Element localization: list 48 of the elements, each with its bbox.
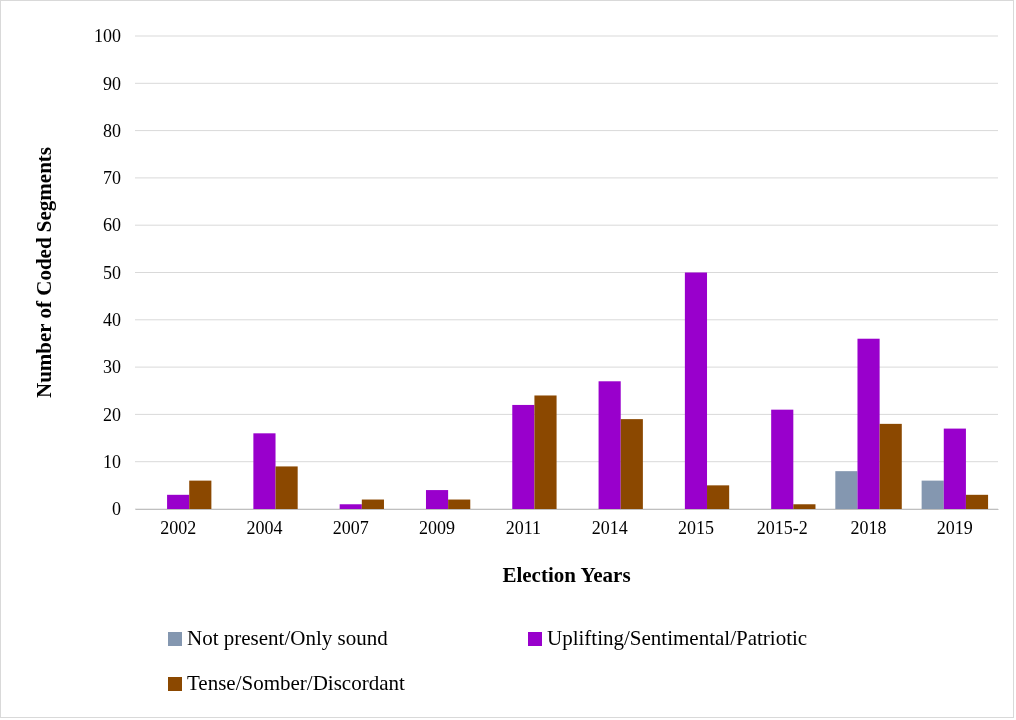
bar (361, 499, 384, 509)
y-tick-label: 10 (103, 451, 121, 472)
bar (189, 480, 212, 509)
bar (512, 404, 535, 509)
y-tick-label: 60 (103, 215, 121, 236)
x-tick-label: 2007 (332, 517, 369, 538)
bar (534, 395, 557, 509)
x-tick-label: 2018 (850, 517, 887, 538)
bar (707, 485, 730, 509)
bar (339, 504, 362, 509)
bar (620, 419, 643, 509)
y-tick-label: 40 (103, 310, 121, 331)
bar (835, 471, 858, 509)
y-tick-label: 20 (103, 404, 121, 425)
y-tick-label: 0 (112, 499, 121, 520)
legend-label: Not present/Only sound (187, 626, 389, 650)
legend-label: Uplifting/Sentimental/Patriotic (547, 626, 808, 650)
bar (857, 338, 880, 509)
bar (793, 504, 816, 509)
bar (167, 494, 190, 509)
bar (879, 423, 902, 509)
x-axis-title: Election Years (502, 563, 631, 587)
y-tick-label: 90 (103, 73, 121, 94)
y-axis-title: Number of Coded Segments (32, 146, 56, 399)
bar (965, 494, 989, 509)
bar (771, 409, 794, 509)
x-tick-label: 2019 (936, 517, 973, 538)
bar (448, 499, 471, 509)
y-tick-label: 50 (103, 262, 121, 283)
x-tick-label: 2004 (246, 517, 283, 538)
y-tick-label: 80 (103, 120, 121, 141)
x-tick-label: 2002 (160, 517, 197, 538)
bar (684, 272, 708, 509)
bar (253, 433, 276, 509)
bar (943, 428, 966, 509)
y-tick-label: 70 (103, 168, 121, 189)
legend-label: Tense/Somber/Discordant (187, 671, 405, 695)
y-tick-label: 100 (94, 26, 121, 47)
bar (598, 381, 621, 509)
bar (275, 466, 298, 509)
bar (425, 490, 449, 509)
y-tick-label: 30 (103, 357, 121, 378)
x-tick-label: 2015 (677, 517, 714, 538)
x-tick-label: 2015-2 (756, 517, 808, 538)
x-tick-label: 2011 (505, 517, 542, 538)
x-tick-label: 2014 (591, 517, 628, 538)
x-tick-label: 2009 (419, 517, 456, 538)
bar (921, 480, 944, 509)
